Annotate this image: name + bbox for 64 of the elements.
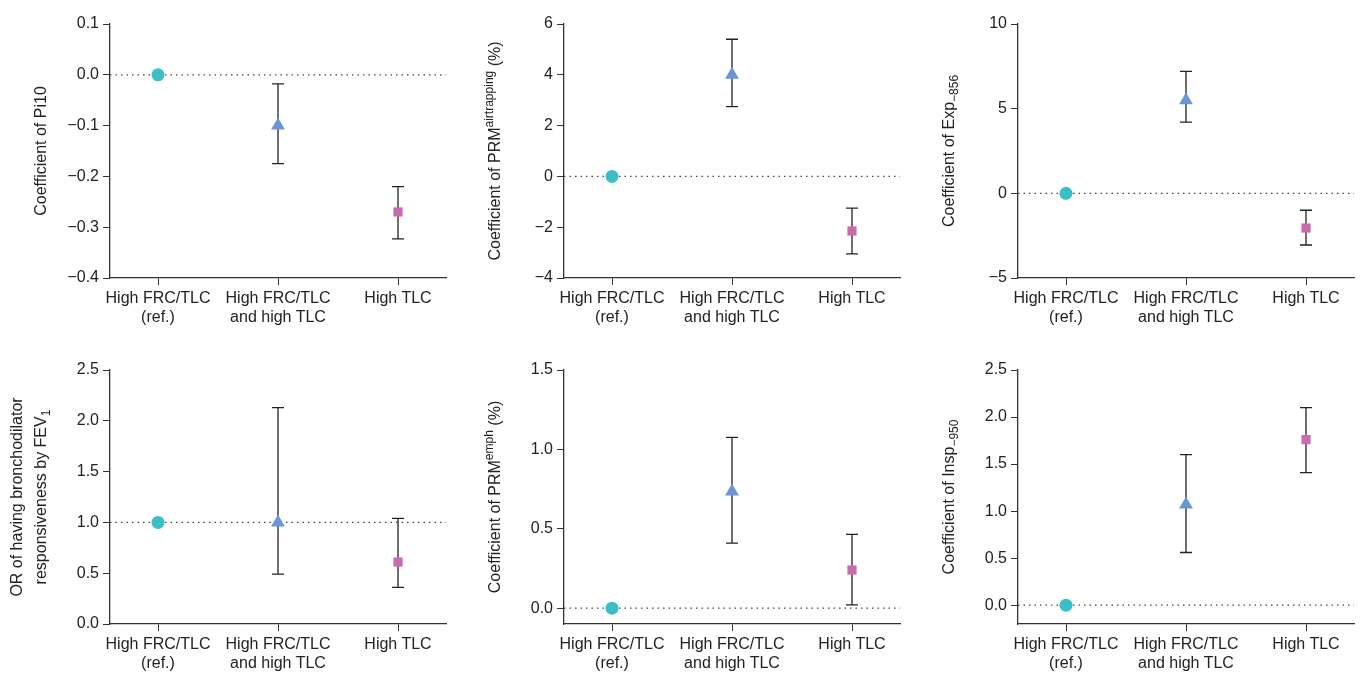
x-tick-label: High FRC/TLC (ref.) <box>105 289 211 326</box>
x-tick-label: High FRC/TLC and high TLC <box>1133 635 1239 672</box>
point <box>1059 186 1073 200</box>
point <box>605 169 619 183</box>
x-tick-label: High TLC <box>1272 635 1340 653</box>
y-axis-title: Coefficient of Insp−950 <box>940 419 961 575</box>
x-tick-label: High FRC/TLC and high TLC <box>679 635 785 672</box>
y-tick-label: 2.5 <box>984 360 1008 378</box>
x-tick-label: High FRC/TLC (ref.) <box>559 635 665 672</box>
y-tick-label: 2.0 <box>984 407 1008 425</box>
x-tick-label: High FRC/TLC and high TLC <box>679 289 785 326</box>
y-tick-label: 2 <box>544 116 554 134</box>
y-axis-title: Coefficient of Pi10 <box>32 86 49 216</box>
x-tick-label: High FRC/TLC and high TLC <box>225 289 331 326</box>
x-tick-label: High TLC <box>818 635 886 653</box>
x-tick-label: High TLC <box>364 289 432 307</box>
y-axis-title: Coefficient of PRMemph (%) <box>482 400 503 594</box>
y-tick-label: 0.5 <box>984 548 1008 566</box>
y-tick-label: 0.0 <box>984 595 1008 613</box>
x-tick-label: High FRC/TLC (ref.) <box>1013 289 1119 326</box>
y-tick-label: 1.0 <box>984 501 1008 519</box>
y-tick-label: −0.3 <box>67 217 100 235</box>
point <box>725 483 739 496</box>
y-tick-label: 0.1 <box>76 14 100 32</box>
y-tick-label: 1.0 <box>76 512 100 530</box>
x-tick-label: High FRC/TLC (ref.) <box>1013 635 1119 672</box>
y-tick-label: 4 <box>544 65 554 83</box>
x-tick-label: High TLC <box>364 635 432 653</box>
y-axis-title: Coefficient of Exp−856 <box>940 74 961 228</box>
point <box>1301 223 1311 233</box>
y-tick-label: 0 <box>998 183 1008 201</box>
y-tick-label: 0.5 <box>76 563 100 581</box>
y-tick-label: 1.0 <box>530 439 554 457</box>
y-tick-label: 0.0 <box>76 65 100 83</box>
y-tick-label: −0.2 <box>67 166 100 184</box>
y-tick-label: 6 <box>544 14 554 32</box>
y-tick-label: −2 <box>534 217 554 235</box>
y-tick-label: 1.5 <box>984 454 1008 472</box>
x-tick-label: High FRC/TLC (ref.) <box>559 289 665 326</box>
y-tick-label: 0.0 <box>76 614 100 632</box>
y-tick-label: 0 <box>544 166 554 184</box>
x-tick-label: High FRC/TLC and high TLC <box>225 635 331 672</box>
y-tick-label: 2.0 <box>76 411 100 429</box>
y-tick-label: 10 <box>989 14 1008 32</box>
x-tick-label: High TLC <box>818 289 886 307</box>
x-tick-label: High TLC <box>1272 289 1340 307</box>
y-axis-title: Coefficient of PRMairtrapping (%) <box>482 41 503 261</box>
y-tick-label: 0.5 <box>530 519 554 537</box>
y-tick-label: −4 <box>534 268 554 286</box>
point <box>847 565 857 575</box>
y-tick-label: −5 <box>988 268 1008 286</box>
point <box>605 601 619 615</box>
y-tick-label: 1.5 <box>530 360 554 378</box>
point <box>1179 92 1193 105</box>
y-tick-label: −0.1 <box>67 116 100 134</box>
point <box>725 66 739 79</box>
y-tick-label: −0.4 <box>67 268 100 286</box>
point <box>847 226 857 236</box>
x-tick-label: High FRC/TLC (ref.) <box>105 635 211 672</box>
x-tick-label: High FRC/TLC and high TLC <box>1133 289 1239 326</box>
y-tick-label: 2.5 <box>76 360 100 378</box>
y-tick-label: 1.5 <box>76 462 100 480</box>
y-tick-label: 0.0 <box>530 598 554 616</box>
y-tick-label: 5 <box>998 99 1008 117</box>
